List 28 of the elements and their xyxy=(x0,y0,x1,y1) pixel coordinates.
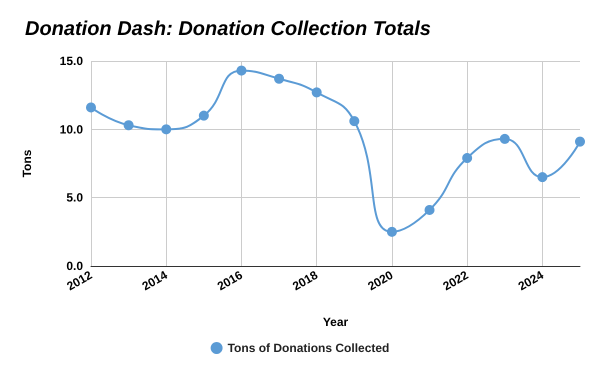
x-tick-label: 2022 xyxy=(440,268,471,294)
point xyxy=(86,102,96,112)
point xyxy=(124,120,134,130)
point xyxy=(349,116,360,126)
point xyxy=(500,134,510,144)
x-axis-title: Year xyxy=(322,315,349,329)
point xyxy=(274,74,284,84)
point xyxy=(198,110,209,121)
point xyxy=(312,87,322,98)
y-tick-label: 5.0 xyxy=(66,190,84,205)
x-tick-label: 2018 xyxy=(290,268,320,294)
x-tick-label: 2020 xyxy=(365,268,396,294)
y-tick-label: 15.0 xyxy=(60,54,84,68)
y-tick-label: 0.0 xyxy=(66,259,84,273)
point xyxy=(462,153,472,164)
point xyxy=(424,204,435,215)
x-tick-label: 2014 xyxy=(140,268,170,294)
point xyxy=(537,172,548,182)
x-tick-label: 2024 xyxy=(516,268,546,294)
y-axis-title: Tons xyxy=(20,149,34,178)
point xyxy=(386,226,397,237)
point xyxy=(575,136,585,147)
x-tick-label: 2016 xyxy=(214,268,246,294)
chart-title: Donation Dash: Donation Collection Totals xyxy=(25,18,431,40)
y-tick-label: 10.0 xyxy=(60,122,84,136)
legend-label: Tons of Donations Collected xyxy=(228,341,390,355)
point xyxy=(236,66,246,76)
point xyxy=(161,124,172,134)
